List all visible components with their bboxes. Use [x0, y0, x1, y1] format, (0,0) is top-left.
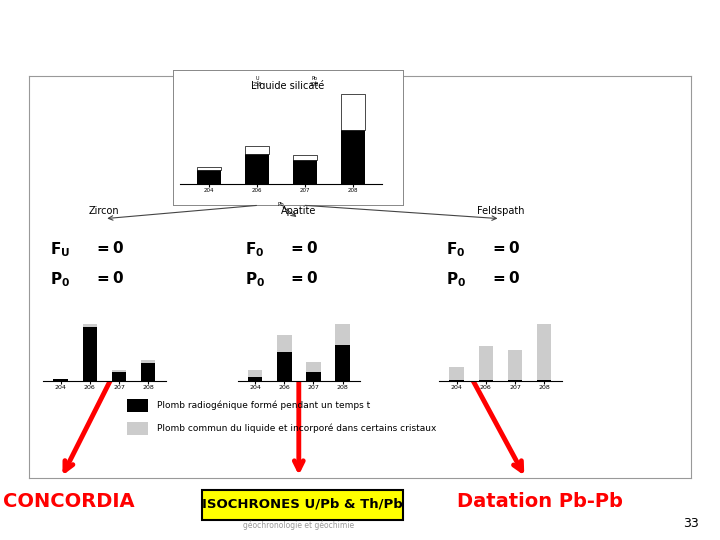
Text: 33: 33	[683, 517, 698, 530]
FancyBboxPatch shape	[202, 489, 403, 519]
Bar	[293, 155, 317, 160]
Bar	[83, 324, 97, 327]
Bar	[112, 372, 126, 381]
Text: $\mathbf{= 0}$: $\mathbf{= 0}$	[288, 240, 318, 256]
Text: $\mathbf{= 0}$: $\mathbf{= 0}$	[288, 270, 318, 286]
Bar	[141, 363, 156, 381]
Bar	[336, 324, 350, 346]
Text: $\mathbf{= 0}$: $\mathbf{= 0}$	[490, 270, 520, 286]
Text: ISOCHRONES U/Pb & Th/Pb: ISOCHRONES U/Pb & Th/Pb	[202, 498, 402, 511]
Bar	[336, 346, 350, 381]
Text: $\mathbf{P}_\mathbf{0}$: $\mathbf{P}_\mathbf{0}$	[245, 270, 265, 289]
Bar	[83, 327, 97, 381]
Bar	[112, 370, 126, 372]
Bar	[277, 335, 292, 353]
Text: Feldspath: Feldspath	[477, 206, 524, 216]
Text: 2. Ages isochrones: 2. Ages isochrones	[9, 9, 205, 26]
Bar	[508, 350, 522, 380]
Text: Th/Pb et U/Pb: Th/Pb et U/Pb	[176, 9, 315, 26]
Bar	[245, 153, 269, 184]
Bar	[197, 170, 221, 184]
Text: Zircon: Zircon	[89, 206, 120, 216]
Text: $\mathbf{= 0}$: $\mathbf{= 0}$	[490, 240, 520, 256]
Text: Pb: Pb	[277, 202, 284, 207]
Text: Liquide silicaté: Liquide silicaté	[251, 79, 325, 91]
Text: $\mathbf{F}_\mathbf{0}$: $\mathbf{F}_\mathbf{0}$	[245, 240, 264, 259]
Bar	[306, 362, 320, 372]
Text: La stratégie de datation se fera en fonction du type de minéral: La stratégie de datation se fera en fonc…	[39, 49, 563, 65]
Bar	[479, 380, 493, 381]
Bar	[127, 399, 148, 413]
Bar	[53, 380, 68, 381]
Bar	[341, 93, 365, 130]
Bar	[479, 346, 493, 380]
Bar	[537, 324, 552, 380]
Text: CONCORDIA: CONCORDIA	[3, 491, 134, 511]
Bar	[449, 380, 464, 381]
Text: $\mathbf{P}_\mathbf{0}$: $\mathbf{P}_\mathbf{0}$	[446, 270, 467, 289]
Bar	[508, 380, 522, 381]
Text: U
238: U 238	[253, 76, 262, 87]
Text: $\mathbf{P}_\mathbf{0}$: $\mathbf{P}_\mathbf{0}$	[50, 270, 71, 289]
Bar	[127, 422, 148, 435]
Bar	[537, 380, 552, 381]
Bar	[141, 360, 156, 363]
Bar	[341, 130, 365, 184]
Text: Plomb radiogénique formé pendant un temps t: Plomb radiogénique formé pendant un temp…	[157, 401, 370, 410]
Bar	[449, 367, 464, 380]
Text: $\mathbf{F}_\mathbf{0}$: $\mathbf{F}_\mathbf{0}$	[446, 240, 466, 259]
Bar	[245, 146, 269, 153]
Text: $\mathbf{= 0}$: $\mathbf{= 0}$	[94, 270, 124, 286]
Bar	[248, 377, 262, 381]
Bar	[197, 167, 221, 170]
Bar	[306, 372, 320, 381]
Text: $\mathbf{= 0}$: $\mathbf{= 0}$	[94, 240, 124, 256]
Bar	[293, 160, 317, 184]
Bar	[277, 353, 292, 381]
Bar	[248, 370, 262, 377]
Text: géochronologie et géochimie: géochronologie et géochimie	[243, 521, 354, 530]
Text: Plomb commun du liquide et incorporé dans certains cristaux: Plomb commun du liquide et incorporé dan…	[157, 424, 436, 433]
Text: Apatite: Apatite	[281, 206, 317, 216]
Text: $\mathbf{F}_\mathbf{U}$: $\mathbf{F}_\mathbf{U}$	[50, 240, 71, 259]
Text: Pb
208: Pb 208	[310, 76, 319, 87]
Text: Datation Pb-Pb: Datation Pb-Pb	[457, 491, 623, 511]
